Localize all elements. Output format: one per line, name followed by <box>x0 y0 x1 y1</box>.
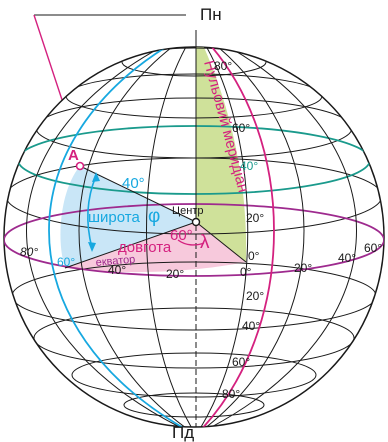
radius-to-equator-a <box>64 221 197 269</box>
meridian-deg-20-upper: 20° <box>246 211 264 225</box>
equator-label: екватор <box>95 254 136 269</box>
parallel-s40 <box>33 307 355 369</box>
longitude-sector <box>65 222 246 273</box>
longitude-value-label: 60° <box>170 227 193 244</box>
longitude-symbol: λ <box>200 232 210 253</box>
radius-to-prime <box>195 221 247 263</box>
meridian-w1 <box>26 47 197 427</box>
latitude-word-label: широта <box>88 209 140 226</box>
center-marker <box>191 217 201 227</box>
latitude-arrow-top <box>92 172 100 182</box>
meridian-deg-60-lower: 60° <box>232 355 250 369</box>
equator-deg-60-w: 60° <box>57 255 75 269</box>
meridian-w3 <box>78 47 197 427</box>
equator-deg-0: 0° <box>240 265 252 279</box>
latitude-arrow-bottom <box>88 242 96 252</box>
equator-deg-40-w: 40° <box>108 263 126 277</box>
parallel-80 <box>121 47 267 77</box>
meridian-deg-40-lower: 40° <box>242 319 260 333</box>
point-a-label: А <box>68 147 79 164</box>
meridian-through-a <box>48 47 197 427</box>
longitude-word-label: довгота <box>118 239 172 256</box>
meridian-deg-80-upper: 80° <box>214 59 232 73</box>
latitude-symbol: φ <box>148 206 160 227</box>
latitude-arc <box>87 175 97 249</box>
equator-deg-80-w: 80° <box>20 245 38 259</box>
meridian-deg-60-upper: 60° <box>232 121 250 135</box>
radius-to-a <box>79 165 197 223</box>
parallel-s60 <box>71 352 317 398</box>
parallel-s80 <box>123 392 265 418</box>
longitude-arc <box>177 239 205 246</box>
center-label: Центр <box>172 205 204 217</box>
meridian-deg-0: 0° <box>248 249 260 263</box>
south-pole-label: Пд <box>172 423 194 442</box>
meridian-deg-80-lower: 80° <box>222 387 240 401</box>
equator-line <box>4 203 384 277</box>
latitude-sector <box>60 166 196 268</box>
meridian-e3 <box>195 47 357 427</box>
meridian-w4 <box>146 47 197 427</box>
parallel-40-label: 40° <box>240 159 258 173</box>
equator-deg-20-e: 20° <box>294 261 312 275</box>
equator-deg-60-e: 60° <box>364 241 382 255</box>
meridian-e2 <box>195 47 305 427</box>
equator-deg-20-w: 20° <box>166 267 184 281</box>
latitude-value-label: 40° <box>122 175 145 192</box>
point-a-marker <box>75 161 85 171</box>
equator-deg-40-e: 40° <box>338 251 356 265</box>
north-pole-label: Пн <box>200 5 222 24</box>
meridian-deg-20-lower: 20° <box>246 289 264 303</box>
meridian-e1 <box>195 47 249 427</box>
prime-meridian <box>195 47 275 427</box>
